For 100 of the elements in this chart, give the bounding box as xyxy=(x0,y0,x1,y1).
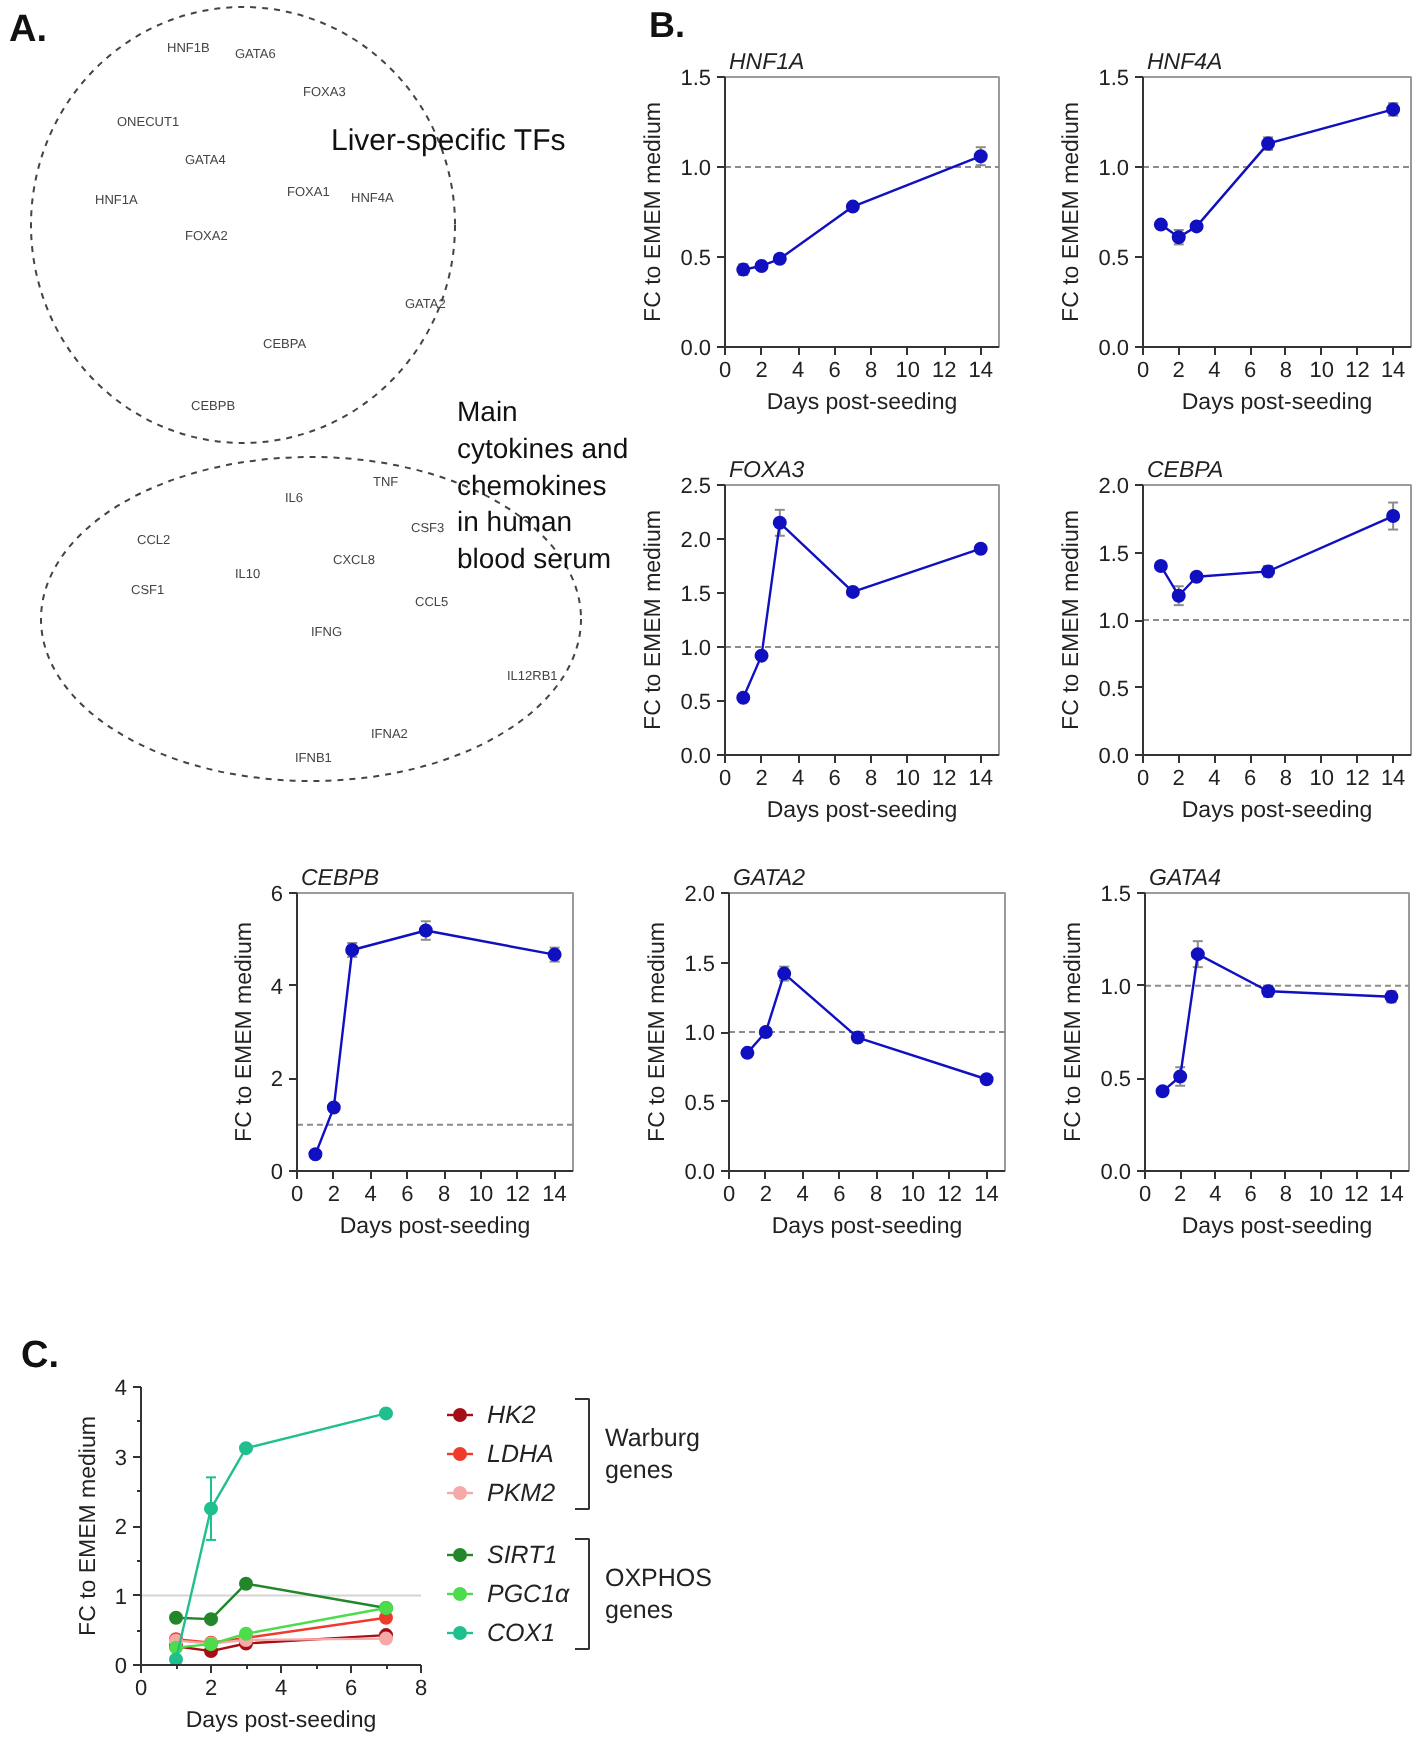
x-axis-title: Days post-seeding xyxy=(766,391,958,415)
point xyxy=(239,1441,253,1456)
x-tick-label: 8 xyxy=(414,1677,428,1701)
y-tick-label: 0 xyxy=(270,1161,284,1185)
x-tick-label: 8 xyxy=(438,1183,451,1207)
x-axis-title: Days post-seeding xyxy=(766,799,958,823)
legend-label: COX1 xyxy=(487,1619,556,1647)
x-tick-label: 14 xyxy=(1380,359,1406,383)
y-tick-label: 1.5 xyxy=(680,583,712,607)
chart-title: FOXA3 xyxy=(729,459,806,483)
x-tick-label: 6 xyxy=(1244,767,1257,791)
point xyxy=(754,259,769,273)
y-tick-label: 0.0 xyxy=(680,745,712,769)
text: B. xyxy=(649,5,685,45)
y-axis-title: FC to EMEM medium xyxy=(642,102,667,322)
x-tick-label: 10 xyxy=(895,359,920,383)
point xyxy=(772,251,787,266)
text: Warburg genes xyxy=(605,1423,701,1485)
x-axis-title: Days post-seeding xyxy=(339,1215,531,1239)
text: OXPHOS genes xyxy=(605,1563,712,1625)
y-tick-label: 2 xyxy=(114,1516,128,1540)
text: Main cytokines and chemokines in human blood serum xyxy=(457,395,629,575)
y-tick-label: 0 xyxy=(114,1655,128,1679)
y-axis-title: FC to EMEM medium xyxy=(1060,510,1085,730)
x-tick-label: 4 xyxy=(796,1183,809,1207)
text: A. xyxy=(9,9,47,51)
x-tick-label: 6 xyxy=(401,1183,414,1207)
x-tick-label: 12 xyxy=(937,1183,963,1207)
point xyxy=(204,1501,218,1516)
y-tick-label: 0.0 xyxy=(1098,337,1130,361)
point xyxy=(1190,947,1205,962)
point xyxy=(754,648,769,663)
x-tick-label: 12 xyxy=(1345,359,1370,383)
y-tick-label: 1.0 xyxy=(1098,157,1130,181)
x-tick-label: 2 xyxy=(327,1183,340,1207)
point xyxy=(326,1100,341,1115)
x-tick-label: 10 xyxy=(1309,767,1334,791)
y-tick-label: 4 xyxy=(270,975,284,1000)
x-tick-label: 12 xyxy=(505,1183,531,1207)
y-tick-label: 1.5 xyxy=(1098,542,1130,567)
y-tick-label: 2.0 xyxy=(680,529,712,553)
x-tick-label: 14 xyxy=(974,1183,999,1207)
x-tick-label: 0 xyxy=(718,767,732,791)
x-tick-label: 2 xyxy=(204,1677,218,1701)
y-tick-label: 2.5 xyxy=(680,475,712,499)
x-tick-label: 0 xyxy=(718,359,732,383)
point xyxy=(169,1610,183,1625)
y-tick-label: 1.5 xyxy=(1100,883,1132,907)
y-tick-label: 1.0 xyxy=(680,637,712,661)
x-tick-label: 14 xyxy=(968,767,993,791)
y-axis-title: FC to EMEM medium xyxy=(232,922,257,1142)
y-tick-label: 3 xyxy=(114,1446,128,1471)
x-tick-label: 8 xyxy=(865,767,878,791)
x-tick-label: 2 xyxy=(755,359,768,383)
point xyxy=(740,1045,755,1060)
point xyxy=(379,1406,393,1421)
point xyxy=(1155,1084,1170,1099)
point xyxy=(169,1652,183,1665)
chart-title: CEBPB xyxy=(301,867,380,891)
y-tick-label: 1.5 xyxy=(684,952,716,977)
y-tick-label: 2 xyxy=(270,1068,284,1093)
chart-title: GATA2 xyxy=(733,867,807,891)
point xyxy=(1153,559,1168,573)
y-tick-label: 0.5 xyxy=(680,247,712,271)
x-tick-label: 10 xyxy=(468,1183,494,1207)
y-axis-title: FC to EMEM medium xyxy=(1060,102,1085,322)
x-tick-label: 12 xyxy=(1345,767,1370,791)
x-axis-title: Days post-seeding xyxy=(185,1709,377,1733)
chart-title: HNF1A xyxy=(729,51,806,75)
text: Liver-specific TFs xyxy=(331,124,566,158)
y-tick-label: 1.5 xyxy=(1098,67,1130,91)
y-tick-label: 0.0 xyxy=(684,1161,716,1185)
x-axis-title: Days post-seeding xyxy=(1181,391,1373,415)
point xyxy=(239,1576,253,1591)
x-tick-label: 12 xyxy=(931,767,957,791)
x-tick-label: 10 xyxy=(1308,1183,1334,1207)
x-tick-label: 8 xyxy=(865,359,878,383)
x-tick-label: 2 xyxy=(1174,1183,1187,1207)
x-tick-label: 0 xyxy=(134,1677,148,1701)
point xyxy=(845,199,860,214)
x-tick-label: 4 xyxy=(1208,767,1221,791)
legend-label: SIRT1 xyxy=(487,1541,558,1569)
y-tick-label: 0.0 xyxy=(1098,745,1130,769)
x-tick-label: 8 xyxy=(1279,359,1293,383)
x-tick-label: 2 xyxy=(759,1183,772,1207)
x-tick-label: 6 xyxy=(828,767,841,791)
x-tick-label: 6 xyxy=(833,1183,846,1207)
y-tick-label: 1 xyxy=(114,1585,128,1610)
x-tick-label: 6 xyxy=(1244,1183,1257,1207)
x-tick-label: 10 xyxy=(900,1183,926,1207)
x-tick-label: 4 xyxy=(791,359,805,383)
chart-title: GATA4 xyxy=(1149,867,1221,891)
x-tick-label: 2 xyxy=(1172,359,1185,383)
x-tick-label: 0 xyxy=(1136,359,1150,383)
point xyxy=(1153,217,1168,232)
y-tick-label: 0.5 xyxy=(680,691,712,715)
x-tick-label: 4 xyxy=(791,767,805,791)
x-tick-label: 8 xyxy=(870,1183,883,1207)
point xyxy=(973,541,988,556)
point xyxy=(845,584,860,599)
